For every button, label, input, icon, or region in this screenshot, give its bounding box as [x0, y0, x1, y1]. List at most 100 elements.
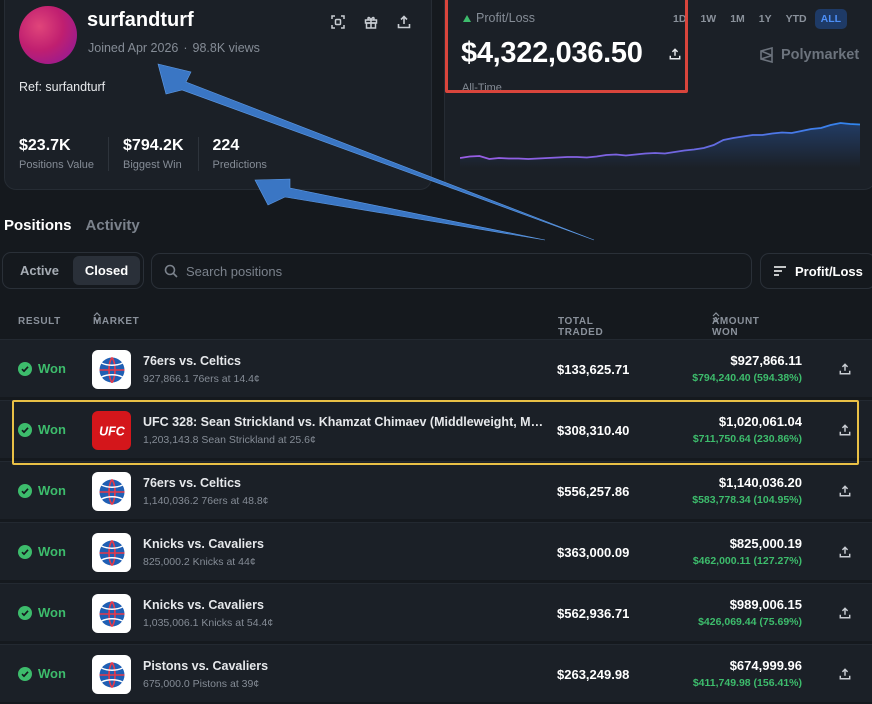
total-traded: $556,257.86 [557, 484, 630, 499]
table-header: RESULT MARKET TOTAL TRADED AMOUNT WON [0, 308, 872, 338]
stat-positions-value: $23.7K Positions Value [19, 137, 110, 171]
timeframe-1m[interactable]: 1M [730, 13, 745, 25]
profit-loss-sparkline [460, 122, 860, 168]
market-title[interactable]: Knicks vs. Cavaliers [143, 537, 264, 551]
check-circle-icon [18, 605, 32, 620]
view-count: 98.8K views [192, 41, 260, 55]
sort-arrows-icon [93, 312, 101, 322]
timeframe-1d[interactable]: 1D [673, 13, 687, 25]
header-label: MARKET [93, 316, 140, 327]
profit-value: $583,778.34 (104.95%) [692, 494, 802, 506]
sort-label: Profit/Loss [795, 263, 863, 279]
table-row[interactable]: Won 76ers vs. Celtics 927,866.1 76ers at… [0, 339, 872, 397]
pnl-highlight-box [445, 0, 688, 93]
profit-loss-title: Profit/Loss [476, 11, 536, 25]
stat-predictions: 224 Predictions [213, 137, 281, 171]
share-icon[interactable] [669, 47, 681, 65]
market-logo [92, 350, 131, 389]
timeframe-1w[interactable]: 1W [700, 13, 717, 25]
share-icon[interactable] [839, 606, 851, 624]
timeframe-ytd[interactable]: YTD [785, 13, 807, 25]
header-amount-won[interactable]: AMOUNT WON [712, 312, 759, 338]
timeframe-selector: 1D 1W 1M 1Y YTD ALL [667, 9, 848, 29]
tab-activity[interactable]: Activity [85, 217, 140, 234]
market-info: Knicks vs. Cavaliers 825,000.2 Knicks at… [143, 537, 548, 568]
market-title[interactable]: Knicks vs. Cavaliers [143, 598, 264, 612]
position-status-toggle: Active Closed [2, 252, 144, 289]
sort-button[interactable]: Profit/Loss [760, 253, 872, 289]
sort-icon [774, 266, 786, 276]
amount-won-value: $927,866.11 [730, 353, 802, 368]
filter-active[interactable]: Active [19, 263, 60, 278]
check-circle-icon [18, 422, 32, 437]
amount-won: $674,999.96 $411,749.98 (156.41%) [693, 658, 802, 689]
total-traded: $133,625.71 [557, 362, 630, 377]
basketball-icon [99, 539, 124, 566]
result-label: Won [38, 483, 66, 498]
polymarket-brand: Polymarket [759, 47, 859, 63]
share-icon[interactable] [839, 362, 851, 380]
profile-tabs: Positions Activity [4, 217, 140, 234]
result-label: Won [38, 666, 66, 681]
table-row[interactable]: Won Knicks vs. Cavaliers 825,000.2 Knick… [0, 522, 872, 580]
result-badge: Won [18, 666, 66, 681]
meta-separator: · [183, 41, 188, 55]
share-icon[interactable] [839, 545, 851, 563]
trend-up-icon [463, 14, 471, 22]
table-row[interactable]: Won Knicks vs. Cavaliers 1,035,006.1 Kni… [0, 583, 872, 641]
result-badge: Won [18, 605, 66, 620]
market-logo [92, 594, 131, 633]
share-icon[interactable] [839, 423, 851, 441]
amount-won: $989,006.15 $426,069.44 (75.69%) [698, 597, 802, 628]
amount-won-value: $674,999.96 [729, 658, 802, 673]
amount-won: $1,020,061.04 $711,750.64 (230.86%) [693, 414, 802, 445]
result-label: Won [38, 605, 66, 620]
total-traded: $308,310.40 [557, 423, 630, 438]
stat-biggest-win: $794.2K Biggest Win [123, 137, 199, 171]
market-title[interactable]: Pistons vs. Cavaliers [143, 659, 269, 673]
sparkline-area [460, 123, 860, 168]
profit-value: $462,000.11 (127.27%) [692, 555, 802, 567]
stat-value: 224 [212, 137, 240, 154]
table-row[interactable]: Won 76ers vs. Celtics 1,140,036.2 76ers … [0, 461, 872, 519]
result-badge: Won [18, 483, 66, 498]
total-traded: $562,936.71 [557, 606, 630, 621]
amount-won-value: $989,006.15 [729, 597, 802, 612]
avatar[interactable] [19, 6, 77, 64]
table-row[interactable]: Won Pistons vs. Cavaliers 675,000.0 Pist… [0, 644, 872, 702]
share-icon[interactable] [839, 484, 851, 502]
timeframe-1y[interactable]: 1Y [758, 13, 772, 25]
check-circle-icon [18, 483, 32, 498]
search-input[interactable] [186, 263, 686, 279]
qr-scan-icon[interactable] [328, 12, 347, 31]
sort-arrows-icon [712, 312, 720, 322]
timeframe-all[interactable]: ALL [814, 9, 848, 29]
basketball-icon [99, 356, 124, 383]
svg-text:UFC: UFC [99, 424, 126, 438]
position-detail: 1,035,006.1 Knicks at 54.4¢ [143, 617, 274, 629]
market-title[interactable]: 76ers vs. Celtics [143, 476, 241, 490]
market-title[interactable]: 76ers vs. Celtics [143, 354, 241, 368]
profile-card: surfandturf Joined Apr 2026 · 98.8K views … [4, 0, 432, 190]
filter-closed[interactable]: Closed [73, 256, 140, 285]
search-icon [164, 264, 178, 278]
result-badge: Won [18, 422, 66, 437]
share-icon[interactable] [394, 12, 413, 31]
ufc-logo: UFC [99, 424, 126, 438]
profit-value: $426,069.44 (75.69%) [698, 616, 802, 628]
stat-value: $794.2K [123, 137, 184, 154]
position-detail: 675,000.0 Pistons at 39¢ [143, 678, 260, 690]
market-info: 76ers vs. Celtics 927,866.1 76ers at 14.… [143, 354, 548, 385]
result-label: Won [38, 361, 66, 376]
gift-icon[interactable] [361, 12, 380, 31]
tab-positions[interactable]: Positions [4, 217, 72, 234]
header-market[interactable]: MARKET [93, 312, 139, 327]
share-icon[interactable] [839, 667, 851, 685]
profile-meta: Joined Apr 2026 · 98.8K views [88, 41, 260, 55]
joined-date: Joined Apr 2026 [88, 41, 179, 55]
profit-value: $794,240.40 (594.38%) [692, 372, 802, 384]
amount-won: $825,000.19 $462,000.11 (127.27%) [693, 536, 802, 567]
profit-value: $711,750.64 (230.86%) [692, 433, 802, 445]
table-row[interactable]: Won UFC UFC 328: Sean Strickland vs. Kha… [0, 400, 872, 458]
market-info: Pistons vs. Cavaliers 675,000.0 Pistons … [143, 659, 548, 690]
